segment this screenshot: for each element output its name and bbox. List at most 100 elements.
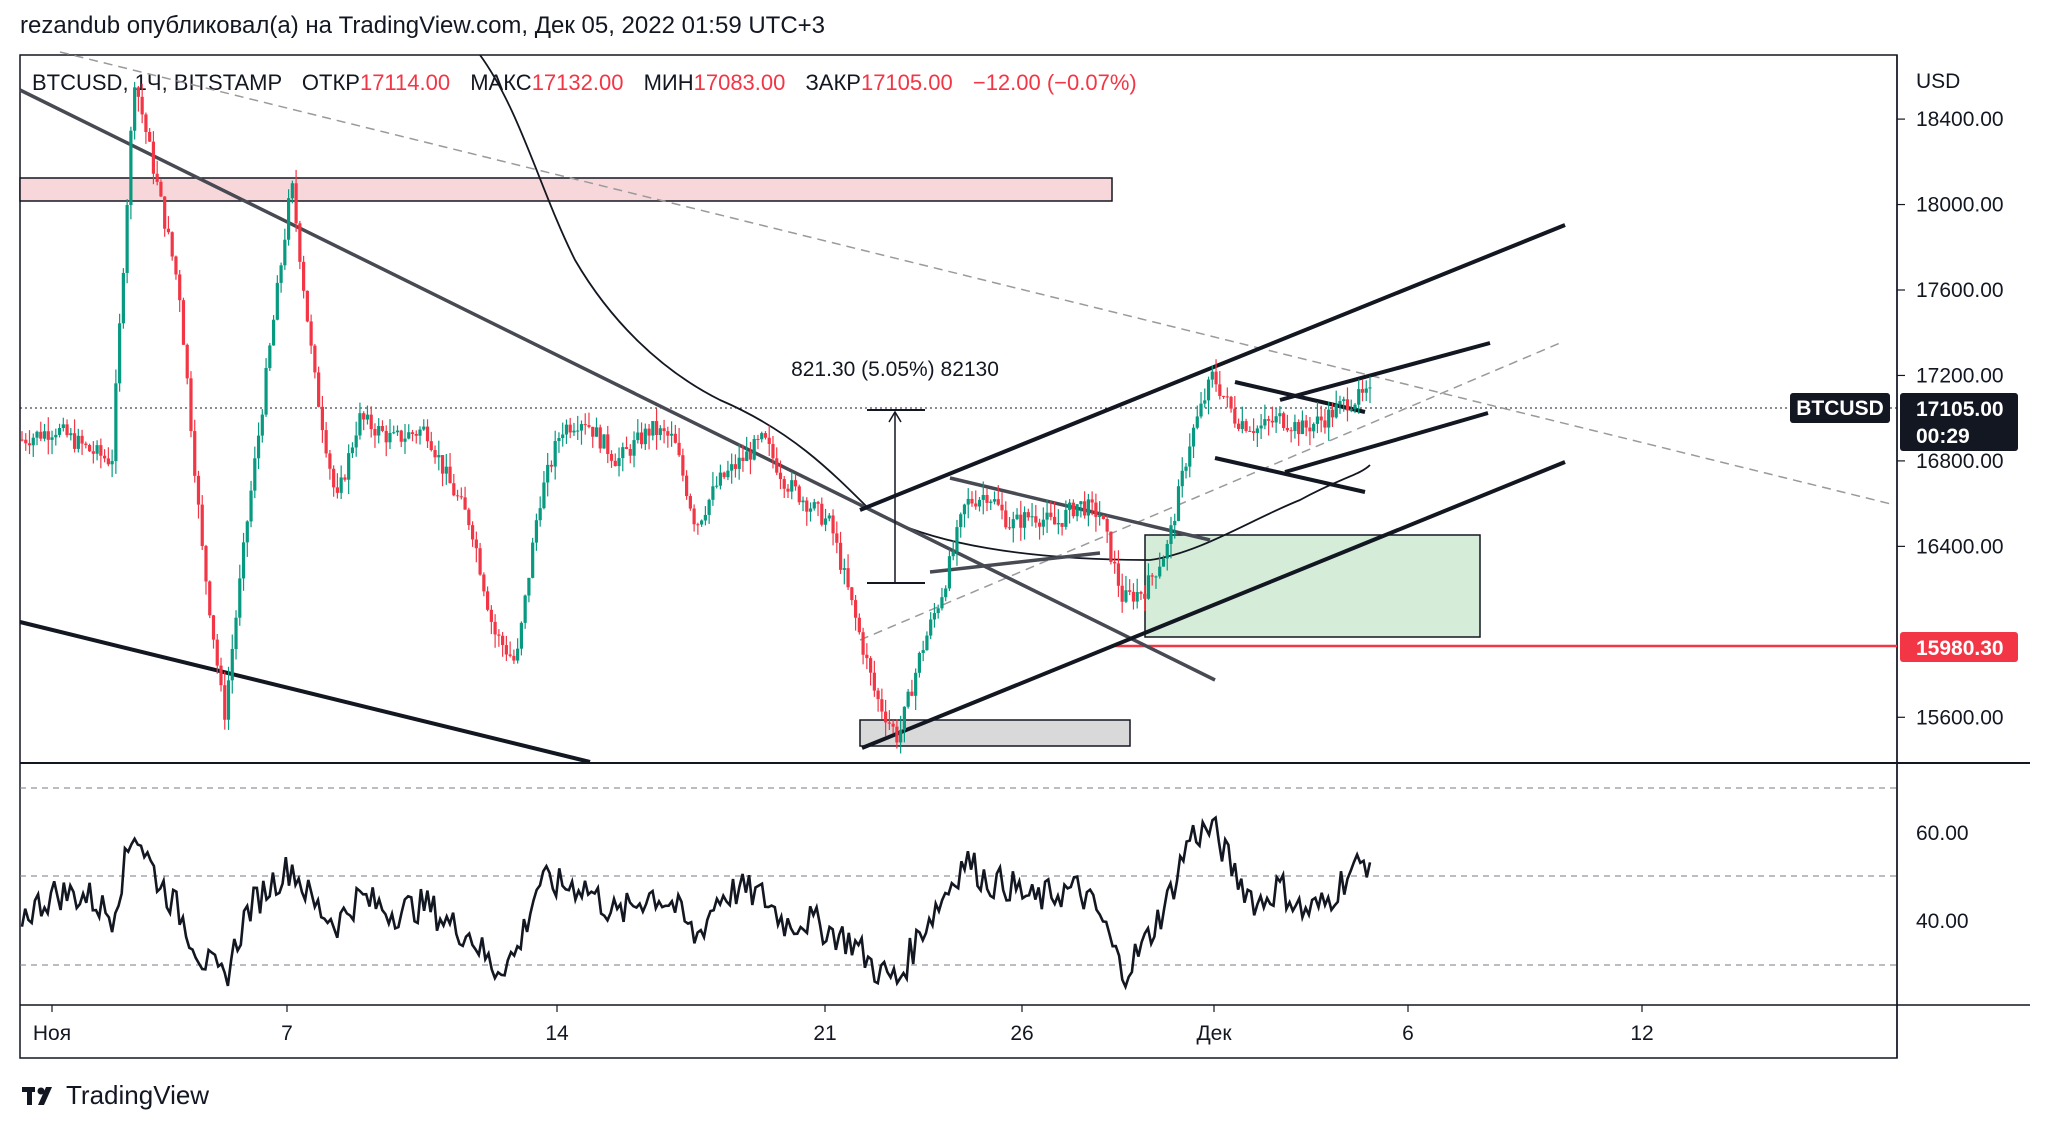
candle-body (46, 431, 50, 440)
candle-body (685, 475, 689, 497)
candle-body (196, 475, 201, 505)
price-series (20, 81, 1372, 754)
candle-body (538, 508, 542, 521)
candle-body (974, 503, 978, 507)
candle-body (437, 455, 441, 458)
candle-body (129, 130, 133, 206)
candle-body (133, 87, 137, 131)
candle-body (463, 497, 467, 510)
candle-body (1300, 420, 1305, 435)
candle-body (977, 499, 982, 507)
dashed-channel-midline[interactable] (859, 342, 1561, 641)
candle-body (1199, 403, 1203, 417)
candle-body (362, 413, 366, 420)
candle-body (880, 699, 884, 712)
candle-body (1289, 430, 1293, 432)
small-channel-lower[interactable] (1284, 411, 1489, 474)
candle-body (42, 431, 47, 439)
candle-body (283, 239, 287, 266)
candle-body (1075, 504, 1079, 517)
candle-body (140, 96, 144, 115)
candle-body (861, 632, 865, 655)
candle-body (1285, 427, 1289, 431)
candle-body (643, 428, 647, 445)
candle-body (418, 429, 422, 436)
candle-body (884, 711, 888, 723)
candle-body (1180, 470, 1184, 487)
triangle-upper-line[interactable] (949, 476, 1211, 542)
measure-arrow-icon (888, 410, 902, 423)
candle-body (253, 458, 257, 491)
candle-body (940, 597, 944, 609)
time-tick-label: Дек (1196, 1022, 1232, 1045)
candle-body (1019, 514, 1023, 528)
candle-body (31, 437, 35, 446)
candle-body (238, 578, 242, 618)
tradingview-logo[interactable]: TradingView (22, 1080, 209, 1111)
candle-body (1124, 590, 1128, 602)
candle-body (936, 608, 940, 614)
candle-body (482, 574, 486, 592)
dashed-trendline[interactable] (59, 51, 1896, 506)
last-price-tag[interactable] (1900, 393, 2018, 451)
flag-lower-line[interactable] (1214, 456, 1366, 494)
candle-body (347, 453, 351, 480)
channel-lower-line[interactable] (861, 460, 1566, 750)
small-channel-upper[interactable] (1279, 341, 1491, 402)
candle-body (20, 439, 24, 441)
candle-body (166, 228, 171, 233)
candle-body (1203, 400, 1207, 404)
level-tag[interactable] (1900, 632, 2018, 662)
candle-body (733, 464, 738, 469)
candle-body (1191, 427, 1196, 447)
candle-body (223, 685, 227, 720)
candle-body (715, 485, 719, 487)
candle-body (455, 495, 460, 497)
candle-body (373, 429, 377, 436)
triangle-lower-line[interactable] (929, 551, 1101, 574)
candle-body (302, 261, 306, 291)
resistance-zone[interactable] (19, 177, 1113, 202)
candle-body (380, 426, 385, 431)
candle-body (474, 539, 478, 549)
candle-body (899, 729, 903, 743)
time-axis[interactable]: Ноя 7 14 21 26 Дек 6 12 (33, 1005, 1654, 1045)
legend-symbol[interactable]: BTCUSD, 1Ч, BITSTAMP (32, 70, 282, 95)
lower-falling-trendline[interactable] (19, 620, 591, 764)
candle-body (211, 615, 216, 640)
candle-body (1240, 421, 1244, 430)
candle-body (80, 435, 84, 444)
candle-body (1007, 527, 1012, 529)
candle-body (87, 445, 92, 452)
candle-body (654, 421, 659, 436)
candle-body (163, 196, 167, 229)
candle-body (966, 498, 970, 505)
candle-body (561, 434, 565, 439)
symbol-tag[interactable] (1790, 393, 1890, 423)
candle-body (981, 494, 985, 500)
candle-body (1011, 519, 1015, 529)
candle-body (106, 458, 110, 465)
candle-body (812, 502, 816, 509)
candle-body (1045, 512, 1049, 520)
candle-body (215, 639, 219, 666)
candle-body (1094, 502, 1098, 517)
price-tick-label: 15600.00 (1916, 706, 2004, 729)
candle-body (869, 658, 873, 673)
candle-body (1319, 416, 1323, 421)
candle-body (151, 141, 156, 174)
candle-body (816, 502, 820, 504)
candle-body (857, 617, 861, 633)
candle-body (486, 591, 490, 610)
candle-body (185, 344, 189, 379)
level-tag-text: 15980.30 (1916, 637, 2004, 660)
legend-open-label: ОТКР (301, 70, 360, 95)
candle-body (692, 508, 696, 525)
candle-body (1161, 558, 1166, 567)
candle-body (208, 581, 212, 616)
demand-zone[interactable] (1144, 534, 1481, 638)
falling-trendline[interactable] (19, 88, 1216, 682)
candle-body (1210, 371, 1214, 380)
chart-frame (19, 54, 1898, 1059)
